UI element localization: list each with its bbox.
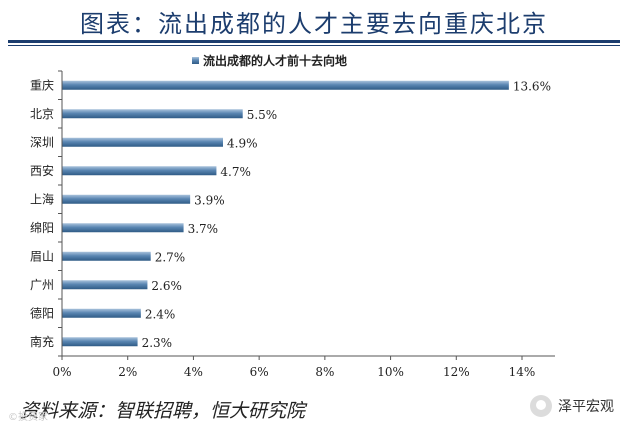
legend-label: 流出成都的人才前十去向地 — [203, 53, 347, 68]
bar-4 — [62, 194, 191, 204]
bar-chart: 流出成都的人才前十去向地 重庆 13.6% 北京 5.5% 深圳 4.9% 西安 4.7% 上海… — [30, 53, 555, 379]
chart-legend: 流出成都的人才前十去向地 — [192, 53, 347, 68]
category-label: 绵阳 — [30, 221, 54, 235]
wechat-watermark: 泽平宏观 — [530, 395, 614, 417]
x-tick-label: 12% — [443, 365, 470, 379]
bar-1 — [62, 109, 243, 119]
bar-8 — [62, 308, 141, 318]
category-label: 南充 — [30, 334, 54, 349]
category-label: 深圳 — [30, 135, 54, 149]
x-tick-label: 2% — [118, 365, 137, 379]
category-label: 眉山 — [30, 249, 54, 263]
wechat-icon — [530, 395, 552, 417]
category-label: 广州 — [30, 278, 54, 292]
x-tick-label: 6% — [250, 365, 269, 379]
x-tick-label: 14% — [509, 365, 536, 379]
category-label: 重庆 — [30, 78, 54, 92]
data-label: 5.5% — [247, 108, 278, 122]
x-tick-label: 4% — [184, 365, 203, 379]
watermark-label: 泽平宏观 — [558, 399, 614, 415]
data-label: 13.6% — [513, 79, 551, 93]
bar-0 — [62, 80, 509, 90]
bar-9 — [62, 337, 138, 347]
category-label: 西安 — [30, 163, 54, 178]
x-tick-label: 10% — [377, 365, 404, 379]
bar-5 — [62, 223, 184, 233]
data-label: 2.7% — [155, 250, 186, 264]
category-label: 北京 — [30, 107, 54, 121]
bar-2 — [62, 137, 223, 147]
title-divider — [8, 40, 620, 43]
category-label: 上海 — [30, 191, 54, 206]
title-divider-thin — [8, 45, 620, 46]
bar-7 — [62, 280, 148, 290]
data-label: 3.7% — [188, 222, 219, 236]
corner-watermark: ©投资家 — [8, 412, 48, 423]
x-tick-label: 8% — [315, 365, 334, 379]
data-label: 4.9% — [227, 136, 258, 150]
data-label: 2.6% — [151, 279, 182, 293]
bar-6 — [62, 251, 151, 261]
data-label: 3.9% — [194, 193, 225, 207]
data-label: 2.3% — [142, 336, 173, 350]
data-label: 2.4% — [145, 307, 176, 321]
page-title: 图表：流出成都的人才主要去向重庆北京 — [80, 10, 548, 38]
source-note: 资料来源：智联招聘，恒大研究院 — [20, 400, 306, 422]
x-tick-label: 0% — [52, 365, 71, 379]
legend-swatch — [192, 57, 199, 64]
bar-3 — [62, 166, 217, 176]
data-label: 4.7% — [220, 165, 251, 179]
category-label: 德阳 — [30, 305, 54, 320]
